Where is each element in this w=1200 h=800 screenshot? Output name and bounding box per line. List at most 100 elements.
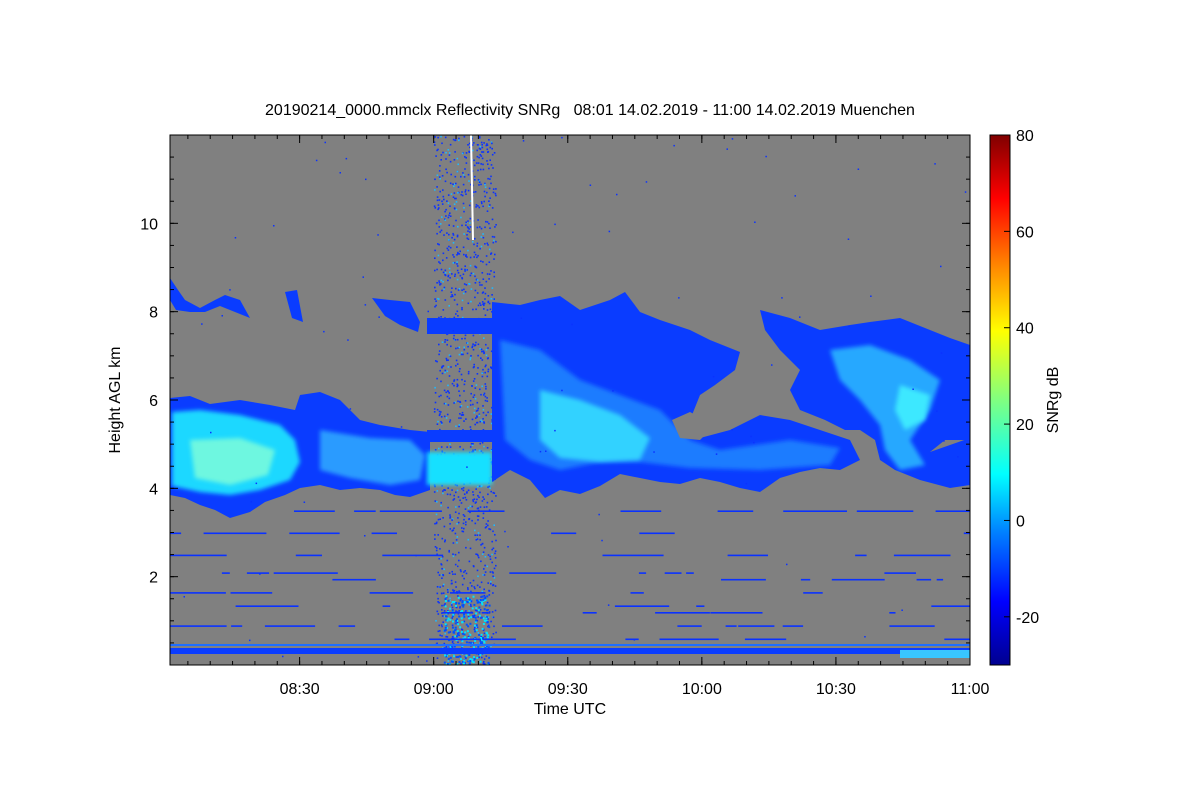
noise-speck — [458, 139, 460, 142]
noise-speck — [434, 534, 436, 536]
noise-speck — [448, 233, 450, 236]
noise-speck — [457, 225, 459, 228]
noise-speck — [492, 167, 494, 169]
noise-speck — [487, 177, 489, 180]
noise-speck — [457, 272, 460, 274]
noise-speck — [486, 400, 489, 402]
noise-speck — [469, 404, 472, 406]
noise-speck — [493, 271, 495, 274]
noise-speck — [483, 498, 485, 500]
noise-speck — [464, 291, 467, 293]
noise-speck — [445, 646, 448, 648]
noise-speck — [438, 226, 441, 228]
noise-speck — [455, 619, 457, 622]
noise-speck — [463, 233, 465, 235]
noise-speck — [448, 663, 451, 665]
noise-speck — [474, 296, 476, 299]
noise-speck — [448, 551, 450, 553]
noise-speck — [462, 662, 465, 665]
noise-speck — [466, 466, 468, 468]
noise-speck — [472, 595, 475, 598]
noise-speck — [450, 579, 453, 582]
noise-speck — [481, 441, 484, 444]
upper-cloud-left3 — [372, 298, 420, 332]
noise-speck — [484, 226, 486, 229]
noise-speck — [443, 198, 445, 201]
noise-speck — [443, 286, 446, 289]
noise-speck — [489, 197, 491, 199]
x-tick-label: 09:00 — [414, 681, 454, 698]
noise-speck — [494, 534, 496, 536]
noise-speck — [444, 632, 446, 635]
noise-speck — [467, 601, 469, 604]
noise-speck — [484, 564, 486, 567]
noise-speck — [473, 565, 475, 568]
noise-speck — [484, 399, 487, 402]
noise-speck — [477, 179, 480, 181]
noise-speck — [493, 577, 496, 579]
noise-speck — [461, 378, 463, 381]
noise-speck — [444, 219, 447, 221]
noise-speck — [439, 190, 441, 193]
noise-speck — [442, 492, 444, 495]
noise-speck — [440, 229, 443, 232]
noise-speck — [436, 408, 439, 411]
noise-speck — [465, 284, 468, 286]
noise-speck — [437, 148, 439, 151]
noise-speck — [463, 346, 465, 349]
noise-speck — [457, 186, 460, 188]
noise-speck — [589, 184, 592, 186]
noise-speck — [437, 518, 440, 521]
noise-speck — [441, 422, 443, 424]
noise-speck — [467, 613, 470, 616]
noise-speck — [451, 382, 454, 385]
noise-speck — [455, 656, 458, 658]
noise-speck — [490, 582, 492, 585]
noise-speck — [451, 645, 454, 648]
noise-speck — [469, 446, 472, 448]
noise-speck — [434, 298, 436, 300]
noise-speck — [454, 622, 457, 625]
noise-speck — [443, 642, 446, 645]
noise-speck — [480, 155, 483, 157]
noise-speck — [455, 506, 457, 508]
noise-speck — [437, 204, 440, 206]
noise-speck — [460, 353, 463, 356]
noise-speck — [448, 224, 450, 226]
noise-speck — [437, 243, 439, 245]
noise-speck — [482, 408, 485, 411]
noise-speck — [482, 233, 484, 235]
noise-speck — [673, 144, 675, 147]
noise-speck — [444, 273, 446, 276]
noise-speck — [479, 491, 481, 494]
noise-speck — [470, 300, 472, 303]
noise-speck — [454, 151, 456, 153]
noise-speck — [444, 180, 447, 183]
noise-speck — [444, 598, 447, 600]
clutter-streak — [696, 605, 705, 607]
noise-speck — [469, 603, 472, 606]
noise-speck — [491, 500, 493, 502]
noise-speck — [468, 518, 470, 521]
y-tick-label: 2 — [149, 570, 158, 587]
noise-speck — [436, 501, 438, 503]
noise-speck — [468, 662, 471, 665]
noise-speck — [473, 407, 476, 410]
noise-speck — [476, 538, 479, 540]
noise-speck — [460, 268, 463, 270]
noise-speck — [438, 199, 441, 201]
noise-speck — [478, 181, 481, 183]
noise-speck — [487, 370, 489, 373]
noise-speck — [435, 304, 437, 307]
noise-speck — [459, 394, 461, 397]
noise-speck — [447, 366, 450, 368]
noise-speck — [439, 548, 441, 550]
noise-speck — [469, 399, 472, 402]
noise-speck — [482, 278, 485, 280]
noise-speck — [436, 610, 439, 613]
noise-speck — [462, 487, 465, 489]
noise-speck — [753, 441, 755, 444]
noise-speck — [474, 534, 476, 536]
noise-speck — [446, 200, 448, 202]
noise-speck — [462, 448, 465, 451]
